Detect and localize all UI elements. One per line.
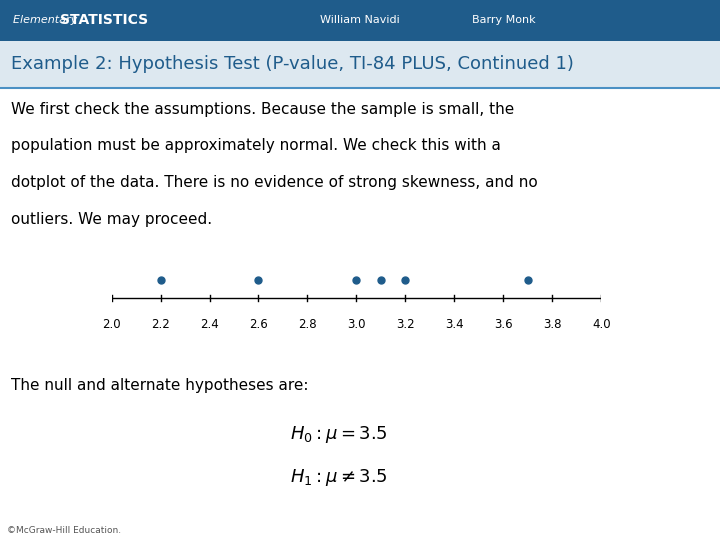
Text: dotplot of the data. There is no evidence of strong skewness, and no: dotplot of the data. There is no evidenc… [11,175,538,190]
Text: $H_0: \mu = 3.5$: $H_0: \mu = 3.5$ [289,424,387,445]
Text: STATISTICS: STATISTICS [60,14,148,27]
Text: Example 2: Hypothesis Test (P-value, TI-84 PLUS, Continued 1): Example 2: Hypothesis Test (P-value, TI-… [11,55,574,73]
Text: population must be approximately normal. We check this with a: population must be approximately normal.… [11,138,500,153]
Text: ©McGraw-Hill Education.: ©McGraw-Hill Education. [7,525,122,535]
Text: Elementary: Elementary [13,15,81,25]
Text: William Navidi: William Navidi [320,15,400,25]
Bar [0,0,720,40]
Text: $H_1: \mu \neq 3.5$: $H_1: \mu \neq 3.5$ [289,467,387,488]
Bar [0,40,720,88]
Text: outliers. We may proceed.: outliers. We may proceed. [11,212,212,227]
Text: The null and alternate hypotheses are:: The null and alternate hypotheses are: [11,378,308,393]
Text: We first check the assumptions. Because the sample is small, the: We first check the assumptions. Because … [11,102,514,117]
Text: Barry Monk: Barry Monk [472,15,536,25]
